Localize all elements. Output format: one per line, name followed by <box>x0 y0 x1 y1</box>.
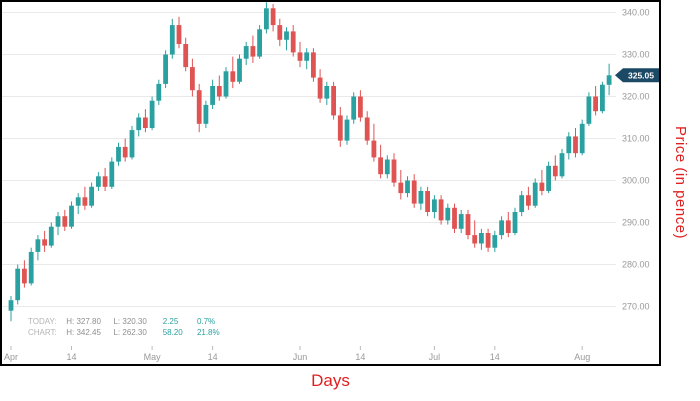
legend-chart-percent: 21.8% <box>196 328 220 337</box>
x-axis-title: Days <box>311 371 350 390</box>
svg-text:May: May <box>144 352 162 362</box>
legend-row-today: TODAY: H: 327.80 L: 320.30 2.25 0.7% <box>28 316 220 327</box>
legend-today-percent: 0.7% <box>196 317 216 326</box>
last-price-badge <box>615 68 659 83</box>
svg-text:270.00: 270.00 <box>622 302 650 312</box>
svg-text:14: 14 <box>490 352 500 362</box>
legend-today-low: L: 320.30 <box>113 317 147 326</box>
svg-text:Aug: Aug <box>574 352 590 362</box>
svg-text:290.00: 290.00 <box>622 218 650 228</box>
chart-legend: TODAY: H: 327.80 L: 320.30 2.25 0.7% CHA… <box>28 316 220 338</box>
y-axis-title-wrap: Price (in pence) <box>661 0 700 366</box>
svg-text:280.00: 280.00 <box>622 260 650 270</box>
chart-frame: 270.00 280.00 290.00 300.00 310.00 320.00 330.… <box>0 0 661 366</box>
svg-text:340.00: 340.00 <box>622 8 650 18</box>
svg-text:300.00: 300.00 <box>622 176 650 186</box>
svg-text:Jul: Jul <box>429 352 441 362</box>
legend-today-label: TODAY: <box>28 317 57 326</box>
legend-chart-high: H: 342.45 <box>66 328 101 337</box>
legend-row-chart: CHART: H: 342.45 L: 262.30 58.20 21.8% <box>28 327 220 338</box>
svg-text:330.00: 330.00 <box>622 50 650 60</box>
svg-text:14: 14 <box>355 352 365 362</box>
legend-today-change: 2.25 <box>162 317 179 326</box>
legend-today-high: H: 327.80 <box>66 317 101 326</box>
y-axis-title: Price (in pence) <box>672 126 689 240</box>
svg-text:Jun: Jun <box>293 352 308 362</box>
candlestick-chart: 270.00 280.00 290.00 300.00 310.00 320.00 330.… <box>2 2 659 362</box>
svg-text:14: 14 <box>66 352 76 362</box>
legend-chart-label: CHART: <box>28 328 57 337</box>
legend-chart-change: 58.20 <box>162 328 183 337</box>
svg-text:325.05: 325.05 <box>628 71 654 81</box>
svg-text:Apr: Apr <box>4 352 18 362</box>
legend-chart-low: L: 262.30 <box>113 328 147 337</box>
svg-text:14: 14 <box>208 352 218 362</box>
svg-text:310.00: 310.00 <box>622 134 650 144</box>
svg-text:320.00: 320.00 <box>622 92 650 102</box>
